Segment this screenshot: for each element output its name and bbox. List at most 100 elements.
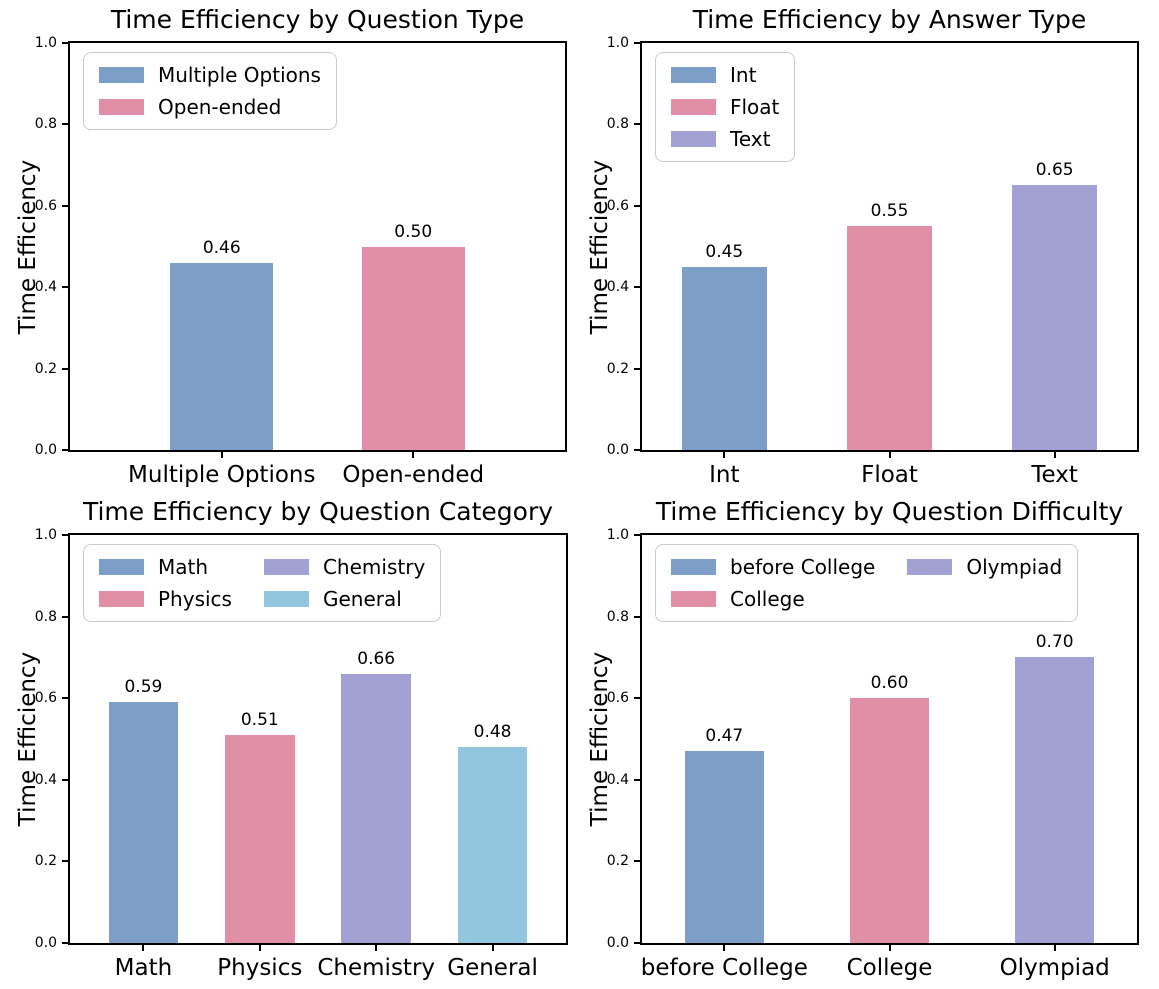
y-tick-label: 0.0 [606,935,629,951]
y-axis-label: Time Efficiency [587,159,613,334]
legend-swatch [671,99,716,115]
x-tick-label: Float [861,462,918,488]
y-tick-label: 0.4 [606,771,629,788]
x-tick-mark [1053,943,1056,951]
x-tick-label: General [447,955,538,981]
legend-entry: Math [99,555,232,579]
x-tick-mark [142,943,145,951]
x-tick-label: Int [709,462,740,488]
y-tick-mark [62,942,70,944]
y-tick-label: 0.8 [606,116,629,133]
y-tick-label: 0.4 [606,279,629,296]
bar-value-label: 0.55 [870,201,909,222]
bar-general [457,747,528,943]
legend-swatch [907,559,953,575]
bar-value-label: 0.51 [240,709,279,730]
y-tick-label: 0.2 [606,360,629,377]
legend-entry: Int [671,63,779,87]
y-tick-mark [634,615,642,618]
x-tick-label: College [846,955,933,981]
x-tick-label: Text [1031,462,1078,488]
legend-swatch [671,591,716,607]
y-tick-label: 0.8 [34,608,57,625]
y-tick-label: 0.2 [34,360,57,377]
bar-value-label: 0.50 [394,221,433,242]
y-tick-mark [634,449,642,451]
bar-value-label: 0.60 [870,673,909,694]
bar-text [1012,185,1098,450]
legend-entry: Olympiad [907,555,1062,579]
y-tick-mark [62,697,70,700]
legend-entry: Text [671,127,779,151]
legend-entry: Open-ended [99,95,321,119]
bar-before-college [684,751,764,943]
y-tick-label: 0.0 [34,442,57,458]
legend-entry: General [263,587,425,611]
plot-area: 0.0 0.2 0.4 0.6 0.8 1.0 Multiple Options 0.46 Op… [35,36,567,488]
y-tick-label: 0.6 [34,197,57,214]
bar-math [108,702,179,943]
legend-swatch [99,591,144,607]
bar-value-label: 0.46 [202,237,241,258]
y-tick-mark [62,123,70,126]
y-tick-label: 0.6 [606,690,629,707]
bar-float [846,226,933,450]
legend: Int Float Text [655,52,796,162]
legend-label: Int [730,63,757,87]
bar-value-label: 0.59 [124,677,163,698]
legend-label: Multiple Options [158,63,321,87]
legend-label: Math [158,555,209,579]
chart-title: Time Efficiency by Question Difficulty [655,497,1124,526]
y-tick-mark [62,449,70,451]
x-tick-mark [258,943,261,951]
legend-swatch [263,559,309,575]
legend-swatch [671,131,716,147]
bar-open-ended [361,246,465,450]
subplot-question-difficulty: Time Efficiency by Question Difficulty T… [587,497,1139,981]
legend-entry: before College [671,555,875,579]
x-tick-mark [723,943,726,951]
legend-label: Float [730,95,780,119]
legend-label: Text [730,127,771,151]
legend-entry: Chemistry [263,555,426,579]
y-tick-label: 0.2 [34,853,57,870]
bar-value-label: 0.70 [1035,632,1074,653]
y-tick-mark [634,778,642,781]
legend: Multiple Options Open-ended [83,52,337,130]
x-tick-label: Physics [217,955,303,981]
y-tick-label: 1.0 [34,35,57,51]
y-tick-label: 0.0 [34,935,57,951]
bar-value-label: 0.47 [705,726,744,747]
y-tick-label: 0.6 [606,197,629,214]
y-tick-mark [62,204,70,207]
bar-chemistry [341,673,411,943]
y-axis-label: Time Efficiency [587,651,613,827]
y-tick-mark [62,42,70,44]
y-tick-label: 1.0 [606,35,629,51]
y-tick-label: 1.0 [34,527,57,543]
legend-label: Physics [158,587,232,611]
x-tick-mark [375,943,378,951]
x-tick-mark [491,943,494,951]
legend-label: Chemistry [322,555,426,579]
plot-area: 0.0 0.2 0.4 0.6 0.8 1.0 Int 0.45 Float 0.55 Text 0.… [607,36,1139,488]
y-tick-mark [634,204,642,207]
y-tick-label: 0.6 [34,690,57,707]
legend-swatch [99,559,144,575]
y-tick-mark [634,860,642,863]
y-tick-label: 0.8 [34,116,57,133]
bar-value-label: 0.65 [1035,160,1074,181]
y-tick-mark [634,42,642,44]
chart-title: Time Efficiency by Question Category [82,497,554,526]
y-tick-mark [62,778,70,781]
x-tick-mark [220,450,223,458]
bar-olympiad [1015,657,1095,943]
y-tick-mark [634,123,642,126]
x-tick-label: Multiple Options [128,462,316,488]
legend-swatch [671,559,716,575]
bar-multiple-options [170,262,274,450]
legend-entry: Multiple Options [99,63,321,87]
x-tick-mark [1053,450,1056,458]
x-tick-mark [412,450,415,458]
y-tick-label: 0.8 [606,608,629,625]
